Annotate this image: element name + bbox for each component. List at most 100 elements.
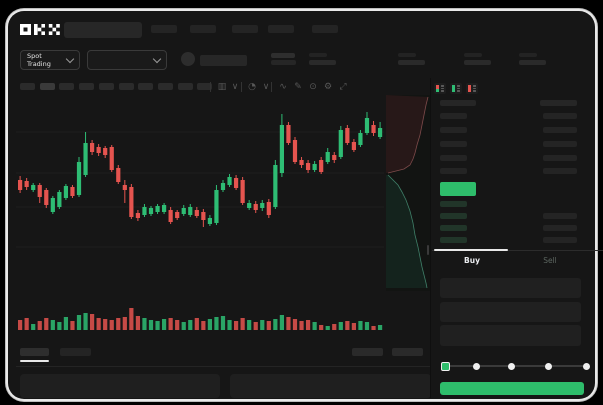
ask-amount-placeholder [543,141,577,147]
last-price-highlight[interactable] [440,182,476,196]
volume-bar [279,315,284,330]
timeframe-button[interactable] [138,83,154,90]
fullscreen-icon[interactable]: ⤢ [339,82,347,92]
ask-price-placeholder[interactable] [440,141,467,147]
scrollbar-thumb[interactable] [427,245,429,255]
bottom-tab[interactable] [60,348,91,356]
amount-input[interactable] [440,302,581,322]
slider-stop[interactable] [582,362,590,370]
candle [286,125,291,143]
timeframe-button[interactable] [197,83,213,90]
tab-sell[interactable]: Sell [543,256,557,265]
candle-style-icon[interactable]: ▥ [217,82,227,92]
bid-amount-placeholder [543,237,577,243]
book-asks-icon[interactable] [466,83,478,94]
volume-bar [24,318,29,330]
search-input[interactable] [64,22,142,38]
bid-price-placeholder[interactable] [440,225,467,231]
timeframe-button[interactable] [59,83,75,90]
timeframe-button[interactable] [79,83,95,90]
slider-stop[interactable] [545,362,553,370]
tab-buy[interactable]: Buy [464,256,480,265]
price-input[interactable] [440,278,581,298]
slider-track[interactable] [445,365,586,367]
timeframe-button[interactable] [118,83,134,90]
volume-bar [201,321,206,330]
candle [83,143,88,175]
candle [89,143,95,152]
ask-amount-placeholder [543,168,577,174]
slider-stop[interactable] [508,362,516,370]
ask-price-placeholder[interactable] [440,155,467,161]
volume-bar [175,320,180,330]
bottom-action-pill[interactable] [392,348,423,356]
candle [220,183,226,190]
ask-price-placeholder[interactable] [440,127,467,133]
timeframe-button[interactable] [20,83,35,90]
volume-bar [345,321,350,330]
candle [57,192,62,207]
snapshot-icon[interactable]: ⊙ [309,82,317,92]
nav-item[interactable] [268,25,294,33]
book-bids-icon[interactable] [450,83,462,94]
slider-stop[interactable] [472,362,480,370]
price-change-placeholder [271,60,296,65]
stat-label-placeholder [309,53,327,57]
bid-price-placeholder[interactable] [440,237,467,243]
candle [109,147,114,170]
bid-price-placeholder[interactable] [440,213,467,219]
buy-button[interactable] [440,382,584,395]
candle [161,205,167,212]
okx-logo[interactable] [20,21,60,38]
candle [332,155,337,160]
bottom-tab-active-underline [20,360,49,362]
candle [253,204,258,210]
pair-selector-dropdown[interactable] [87,50,167,70]
stat-value-placeholder [309,60,336,65]
nav-item[interactable] [232,25,258,33]
bottom-tab-active[interactable] [20,348,49,356]
buy-tab-underline [434,249,508,251]
nav-item[interactable] [190,25,216,33]
bid-price-placeholder[interactable] [440,201,467,207]
candle [279,125,284,173]
total-input[interactable] [440,325,581,346]
nav-item[interactable] [312,25,338,33]
timeframe-button[interactable] [177,83,193,90]
book-combined-icon[interactable] [434,83,446,94]
ask-price-placeholder[interactable] [440,168,467,174]
market-type-dropdown[interactable]: Spot Trading [20,50,80,70]
ask-price-placeholder[interactable] [440,113,467,119]
orderbook-price-header [440,100,476,106]
candle [214,190,219,223]
candle [377,128,383,137]
candle [129,187,134,217]
candle [371,125,376,133]
chevron-down-icon[interactable]: ∨ [262,82,270,92]
orders-panel-placeholder [230,374,431,398]
timeframe-button[interactable] [39,83,55,90]
timeframe-button[interactable] [157,83,173,90]
volume-bar [358,321,363,330]
stat-label-placeholder [519,53,537,57]
timeframe-button[interactable] [98,83,114,90]
volume-bar [220,316,226,330]
indicators-icon[interactable]: ◔ [248,82,256,92]
divider [271,82,272,92]
chevron-down-icon[interactable]: ∨ [231,82,239,92]
nav-item[interactable] [151,25,177,33]
divider [16,366,431,367]
line-type-icon[interactable]: ∿ [279,82,287,92]
slider-handle[interactable] [440,361,450,371]
candle [240,180,245,203]
volume-bar [142,318,147,330]
settings-icon[interactable]: ⚙ [323,82,333,92]
volume-bar [135,316,141,330]
candle [96,147,101,153]
bottom-action-pill[interactable] [352,348,383,356]
volume-bar [76,315,82,330]
volume-bar [233,321,239,330]
draw-tools-icon[interactable]: ✎ [294,82,302,92]
